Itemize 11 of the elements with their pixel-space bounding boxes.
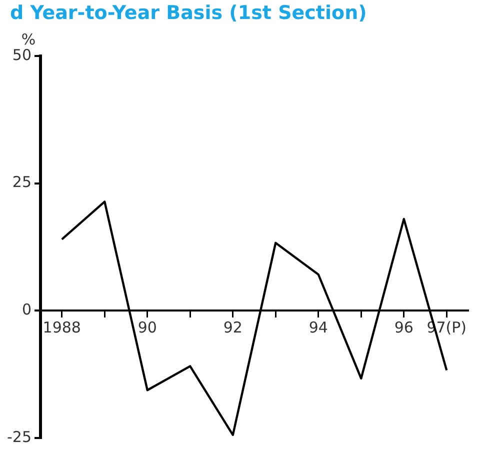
x-tick-label: 94 [308,318,328,337]
x-tick-label: 1988 [42,318,81,337]
y-tick-label: 0 [22,300,32,319]
chart-title: d Year-to-Year Basis (1st Section) [10,2,368,26]
x-tick-label: 90 [138,318,157,337]
y-tick-label: 50 [12,46,32,64]
y-tick-label: 25 [12,173,32,192]
y-tick-label: -25 [7,428,32,446]
y-axis-title: % [21,30,36,48]
x-tick-label: 96 [394,318,414,337]
x-tick-label: 92 [223,318,242,337]
